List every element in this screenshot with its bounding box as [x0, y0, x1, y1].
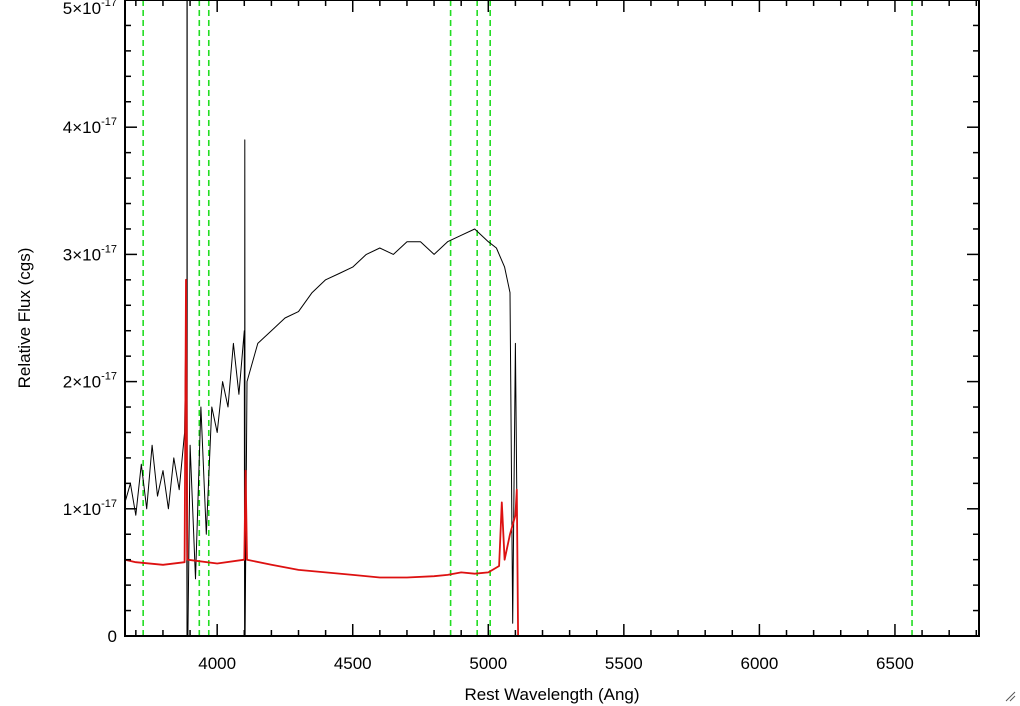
- series-layer: [124, 139, 979, 637]
- y-axis-title: Relative Flux (cgs): [15, 248, 34, 389]
- x-tick-label: 5500: [605, 654, 643, 673]
- x-axis-title: Rest Wavelength (Ang): [464, 685, 639, 704]
- plot-frame: [124, 0, 980, 637]
- x-tick-label: 6000: [740, 654, 778, 673]
- x-tick-label: 4000: [198, 654, 236, 673]
- line-markers: [142, 0, 913, 636]
- tick-labels: 4000 4500 5000 5500 6000 6500 0 1×10-17 2×10-17 3…: [63, 0, 914, 673]
- x-tick-label: 6500: [876, 654, 914, 673]
- y-tick-label: 5×10-17: [63, 0, 117, 18]
- y-tick-label: 3×10-17: [63, 243, 117, 264]
- flux-spectrum-line: [124, 139, 979, 637]
- axis-ticks: [125, 0, 979, 637]
- error-spectrum-line: [124, 278, 979, 637]
- y-tick-label: 4×10-17: [63, 116, 117, 137]
- y-tick-label: 2×10-17: [63, 371, 117, 392]
- y-tick-label: 0: [108, 627, 117, 646]
- x-tick-label: 5000: [469, 654, 507, 673]
- resize-grip-icon[interactable]: [1004, 690, 1016, 702]
- y-tick-label: 1×10-17: [63, 498, 117, 519]
- x-tick-label: 4500: [334, 654, 372, 673]
